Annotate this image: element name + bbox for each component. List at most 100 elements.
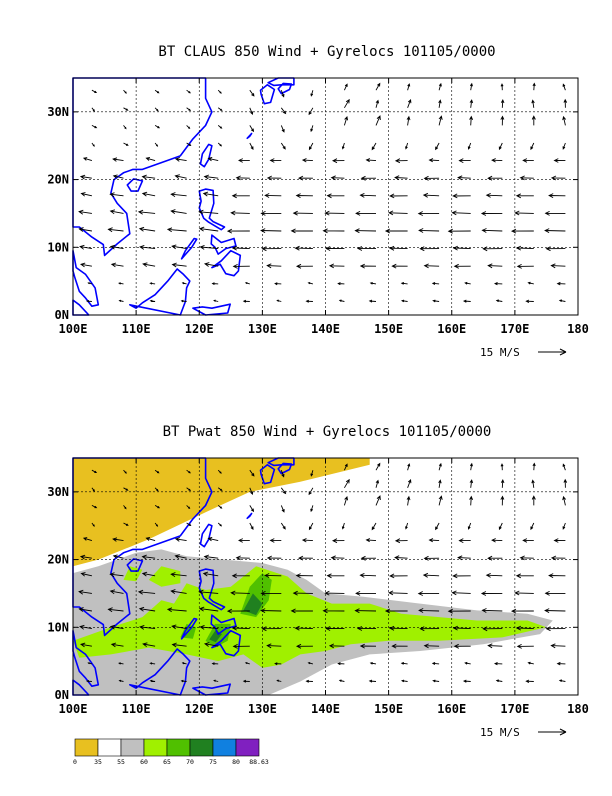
wind-vector	[458, 538, 471, 544]
wind-vector	[432, 679, 440, 683]
wind-vector	[230, 590, 250, 596]
wind-vector	[186, 142, 192, 147]
wind-vector	[249, 89, 255, 97]
wind-vector	[260, 228, 282, 233]
wind-vector	[198, 226, 219, 232]
wind-vector	[138, 226, 156, 232]
wind-vector	[487, 263, 503, 269]
panel2-title: BT Pwat 850 Wind + Gyrelocs 101105/0000	[163, 424, 492, 440]
wind-vector	[170, 589, 187, 594]
wind-vector	[166, 607, 187, 613]
x-tick-label: 150E	[374, 702, 403, 716]
wind-vector	[79, 262, 92, 268]
colorbar-label: 75	[209, 758, 217, 766]
pwat-region-lightgreen	[148, 566, 181, 587]
wind-vector	[341, 142, 345, 150]
wind-vector	[530, 142, 535, 151]
wind-vector	[79, 554, 92, 560]
wind-vector	[231, 245, 250, 251]
wind-vector	[562, 495, 567, 506]
y-tick-label: 30N	[47, 105, 69, 119]
wind-vector	[388, 210, 408, 216]
wind-vector	[261, 626, 282, 632]
wind-vector	[91, 124, 98, 129]
x-tick-label: 180	[567, 322, 589, 336]
wind-vector	[388, 625, 408, 631]
colorbar-label: 60	[140, 758, 148, 766]
x-tick-label: 140E	[311, 702, 340, 716]
wind-vector	[79, 642, 92, 648]
wind-vector	[469, 495, 474, 506]
wind-vector	[123, 487, 129, 491]
wind-vector	[154, 487, 159, 492]
wind-vector	[118, 662, 124, 665]
wind-vector	[198, 209, 219, 215]
wind-vector	[203, 174, 219, 180]
wind-vector	[469, 462, 473, 471]
wind-vector	[558, 299, 566, 303]
wind-vector	[562, 83, 566, 91]
wind-vector	[203, 262, 219, 267]
wind-vector	[480, 211, 503, 216]
wind-vector	[280, 125, 285, 133]
x-tick-label: 140E	[311, 322, 340, 336]
x-tick-label: 170E	[500, 322, 529, 336]
wind-vector	[531, 115, 536, 126]
wind-vector	[266, 643, 282, 649]
wind-vector	[514, 210, 534, 216]
wind-vector	[171, 624, 187, 630]
wind-vector	[562, 463, 566, 471]
wind-vector	[170, 209, 187, 214]
wind-vector	[264, 573, 282, 578]
wind-vector	[301, 158, 313, 163]
wind-vector	[328, 263, 345, 269]
wind-vector	[249, 505, 255, 513]
wind-vector	[375, 462, 381, 471]
wind-vector	[344, 478, 350, 489]
wind-vector	[123, 505, 127, 510]
wind-vector	[324, 590, 345, 596]
colorbar-label: 65	[163, 758, 171, 766]
colorbar-label: 70	[186, 758, 194, 766]
wind-vector	[217, 142, 223, 147]
wind-vector	[260, 608, 282, 613]
wind-vector	[123, 125, 127, 130]
wind-vector	[280, 90, 285, 98]
wind-vector	[422, 192, 440, 198]
wind-vector	[491, 538, 503, 543]
y-tick-label: 30N	[47, 485, 69, 499]
wind-vector	[235, 555, 250, 561]
pwat-colorbar: 0 35 55 60 65 70 75 80 88.63	[73, 738, 269, 766]
wind-vector	[141, 191, 156, 197]
wind-vector	[343, 83, 348, 91]
wind-vector	[295, 643, 313, 649]
wind-vector	[310, 470, 314, 477]
wind-vector	[545, 626, 566, 632]
wind-vector	[91, 107, 95, 112]
wind-vector	[394, 555, 408, 561]
wind-vector	[266, 263, 282, 269]
wind-vector	[482, 626, 503, 632]
wind-vector	[269, 538, 282, 543]
wind-vector	[274, 662, 282, 666]
wind-vector	[556, 281, 566, 286]
wind-vector	[238, 538, 250, 543]
wind-vector	[301, 538, 313, 543]
wind-vector	[297, 175, 313, 181]
wind-vector	[522, 538, 534, 543]
wind-vector	[274, 282, 282, 286]
wind-vector	[405, 142, 409, 150]
wind-vector	[198, 589, 219, 595]
wind-vector	[464, 661, 471, 665]
wind-vector	[232, 643, 250, 649]
wind-vector	[305, 679, 313, 683]
wind-vector	[295, 263, 313, 269]
wind-vector	[107, 607, 124, 613]
wind-vector	[447, 608, 471, 614]
wind-vector	[180, 679, 187, 683]
wind-vector	[82, 537, 93, 542]
colorbar-label: 80	[232, 758, 240, 766]
wind-vector	[328, 643, 345, 649]
wind-vector	[495, 679, 503, 683]
panel2-reference-arrowhead	[559, 728, 567, 736]
